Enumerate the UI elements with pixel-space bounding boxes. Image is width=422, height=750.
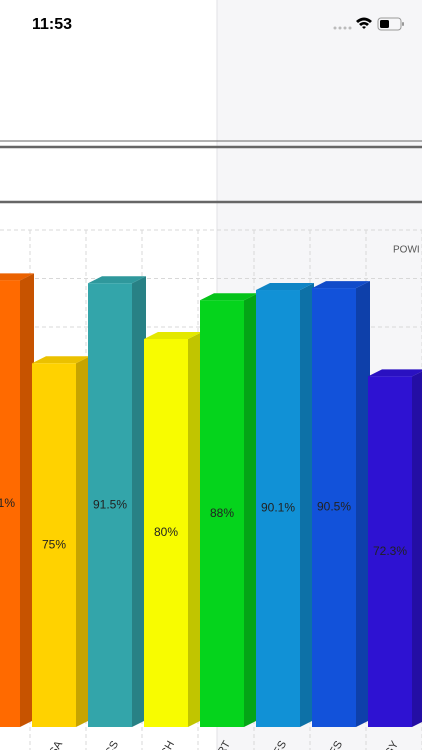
bar-front xyxy=(312,288,356,727)
bar-top xyxy=(256,283,314,291)
bar-top xyxy=(144,332,202,339)
bar-top xyxy=(0,273,34,281)
bar-side xyxy=(300,283,314,727)
status-icons xyxy=(333,17,404,31)
x-tick-label: IES xyxy=(270,739,289,750)
bar-side xyxy=(76,356,90,727)
bar-top xyxy=(312,281,370,289)
bar-top xyxy=(32,356,90,364)
bar-side xyxy=(20,273,34,727)
value-label: 75% xyxy=(42,537,66,551)
bar-front xyxy=(368,376,412,727)
bar xyxy=(368,369,422,727)
bar-front xyxy=(144,339,188,727)
x-tick-label: ICS xyxy=(102,739,122,750)
bar-side xyxy=(412,371,422,727)
bar xyxy=(88,276,146,727)
bar-front xyxy=(256,290,300,727)
bar-side xyxy=(244,293,258,727)
bar xyxy=(312,281,370,727)
bar-front xyxy=(200,300,244,727)
value-label: 80% xyxy=(154,525,178,539)
legend-text: POWI xyxy=(393,245,420,256)
value-label: 90.5% xyxy=(317,500,351,514)
bar-side xyxy=(188,332,202,727)
x-tick-label: SA xyxy=(47,738,65,750)
x-tick-label: GY xyxy=(383,738,402,750)
bar-front xyxy=(32,363,76,727)
bar-side xyxy=(132,276,146,727)
bar-side xyxy=(356,281,370,727)
bar xyxy=(256,283,314,727)
value-label: 90.1% xyxy=(261,501,295,515)
x-tick-label: ICH xyxy=(157,739,177,750)
bar-top xyxy=(200,293,258,301)
bar-front xyxy=(0,280,20,727)
value-label: 91.5% xyxy=(93,497,127,511)
bar xyxy=(144,332,202,727)
bar xyxy=(0,273,34,727)
x-tick-label: RT xyxy=(215,739,233,750)
x-tick-label: TES xyxy=(324,739,345,750)
bar-top xyxy=(88,276,146,284)
value-label: 72.3% xyxy=(373,544,407,558)
bar-top xyxy=(368,369,422,377)
status-time: 11:53 xyxy=(32,16,72,33)
bar xyxy=(200,293,258,727)
bar xyxy=(32,356,90,727)
value-label: 92.1% xyxy=(0,496,15,510)
value-label: 88% xyxy=(210,506,234,520)
bar-front xyxy=(88,283,132,727)
